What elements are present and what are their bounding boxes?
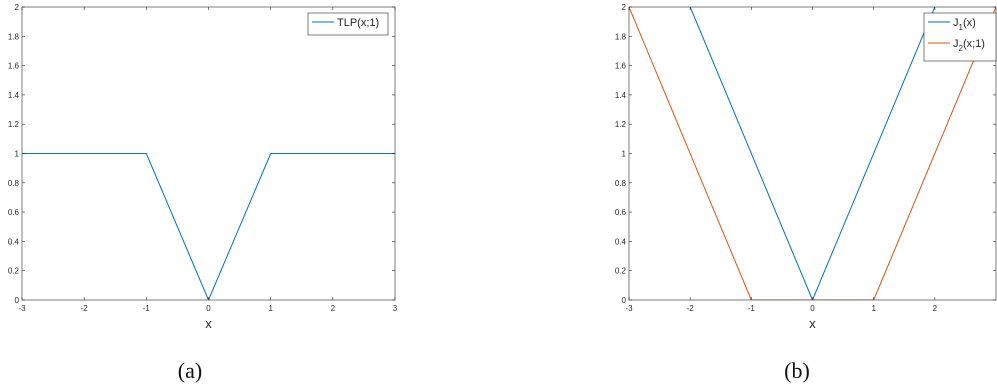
y-tick-label: 1.4: [615, 91, 627, 100]
y-tick-label: 1.2: [615, 120, 627, 129]
legend-label-1: TLP(x;1): [337, 17, 379, 29]
x-axis-label: x: [809, 316, 816, 331]
y-tick-label: 0.6: [8, 208, 20, 217]
x-tick-label: -2: [687, 304, 695, 313]
x-tick-label: -1: [748, 304, 756, 313]
y-tick-label: 0.4: [8, 237, 20, 246]
x-tick-label: -3: [625, 304, 633, 313]
y-tick-label: 0: [15, 296, 20, 305]
y-tick-label: 0.8: [615, 179, 627, 188]
x-tick-label: 0: [206, 304, 211, 313]
panel-caption: (a): [178, 358, 202, 383]
y-tick-label: 0.2: [615, 267, 627, 276]
x-tick-label: 2: [331, 304, 336, 313]
series-line-1: [689, 7, 936, 300]
legend-box: [307, 12, 389, 36]
y-tick-label: 1: [622, 150, 627, 159]
x-axis-label: x: [205, 316, 212, 331]
legend: J1(x) J2(x;1): [923, 12, 997, 62]
y-tick-label: 0.2: [8, 267, 20, 276]
y-tick-label: 0: [622, 296, 627, 305]
y-tick-label: 0.8: [8, 179, 20, 188]
panel-caption: (b): [784, 358, 810, 383]
series-line-1: [22, 153, 395, 300]
x-tick-label: -3: [18, 304, 26, 313]
x-tick-label: 1: [871, 304, 876, 313]
y-tick-label: 0.4: [615, 237, 627, 246]
y-tick-label: 0.6: [615, 208, 627, 217]
series-line-2: [629, 7, 996, 300]
x-tick-label: 0: [810, 304, 815, 313]
x-tick-label: 1: [268, 304, 273, 313]
legend-label-2: J2(x;1): [953, 38, 985, 53]
x-tick-label: -2: [81, 304, 89, 313]
y-tick-label: 2: [622, 3, 627, 12]
chart-panel-1: -3 -2 -1 0 1 2 3 0 0.2 0.4 0.6 0.8 1 1.2 1.4 1.6 1.8 2 x TL…: [8, 3, 398, 383]
y-tick-label: 1: [15, 150, 20, 159]
y-tick-label: 1.8: [615, 32, 627, 41]
legend-box: [923, 12, 997, 62]
x-tick-label: 3: [393, 304, 398, 313]
legend: TLP(x;1): [307, 12, 389, 36]
x-tick-label: -1: [143, 304, 151, 313]
y-tick-label: 1.4: [8, 91, 20, 100]
chart-panel-2: -3 -2 -1 0 1 2 0 0.2 0.4 0.6 0.8 1 1.2 1.4 1.6 1.8 2 x J1(…: [615, 3, 997, 383]
y-tick-label: 1.2: [8, 120, 20, 129]
y-tick-label: 1.6: [615, 62, 627, 71]
legend-label-1: J1(x): [953, 17, 976, 32]
y-tick-label: 1.6: [8, 62, 20, 71]
y-tick-label: 2: [15, 3, 20, 12]
x-tick-label: 2: [933, 304, 938, 313]
y-tick-label: 1.8: [8, 32, 20, 41]
